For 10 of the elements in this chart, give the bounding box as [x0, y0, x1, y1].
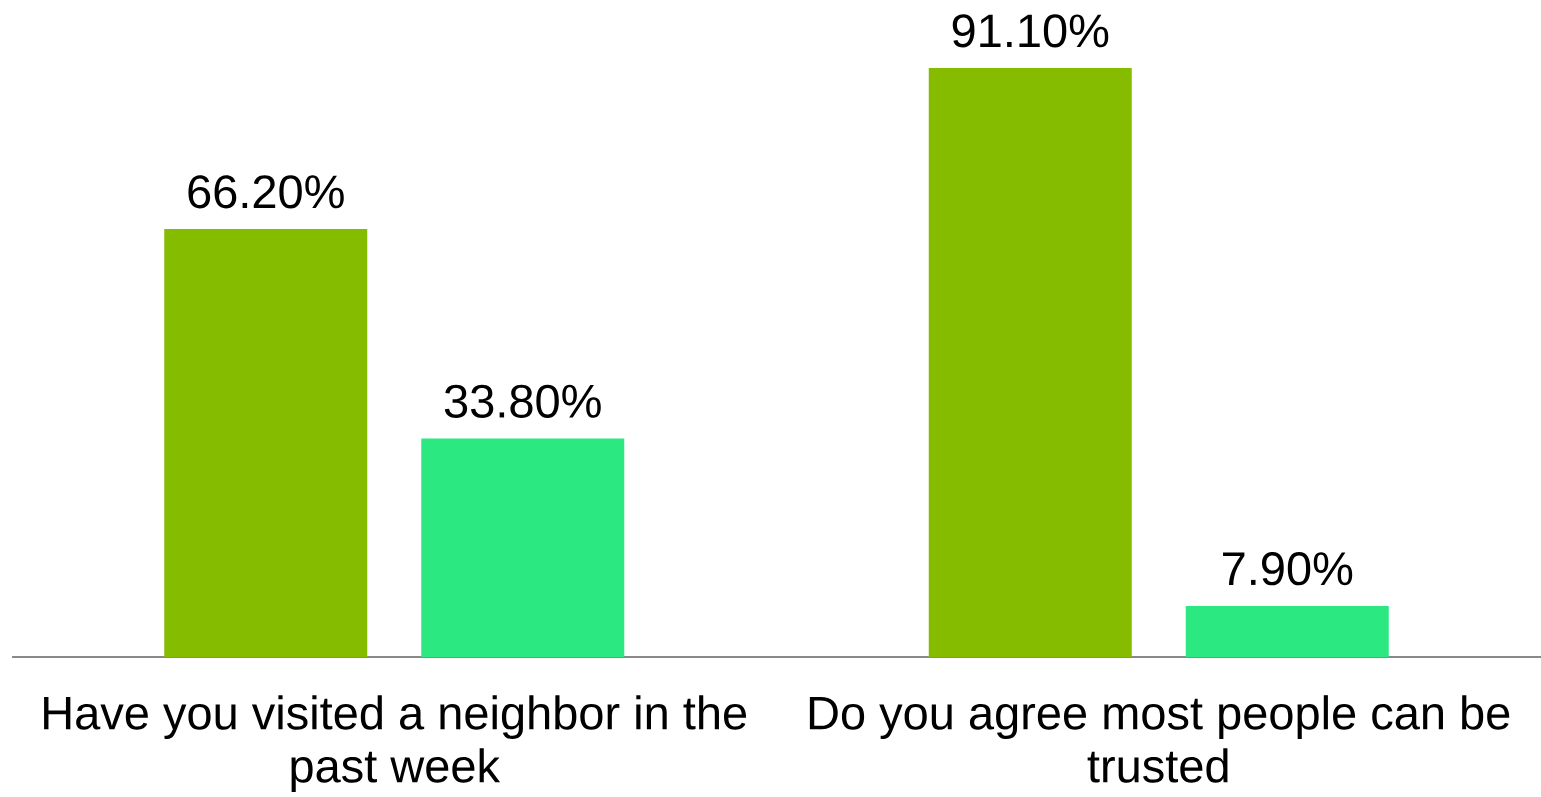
data-label: 7.90%	[1223, 552, 1353, 586]
bar	[928, 67, 1132, 657]
x-tick-label: Do you agree most people can be trusted	[809, 695, 1510, 783]
data-label: 91.10%	[952, 14, 1109, 48]
data-label: 33.80%	[444, 384, 601, 418]
data-label: 66.20%	[188, 175, 344, 209]
bar	[164, 228, 368, 657]
bar	[421, 438, 625, 657]
bar	[1185, 605, 1389, 657]
x-tick-label: Have you visited a neighbor in the past week	[44, 695, 747, 792]
